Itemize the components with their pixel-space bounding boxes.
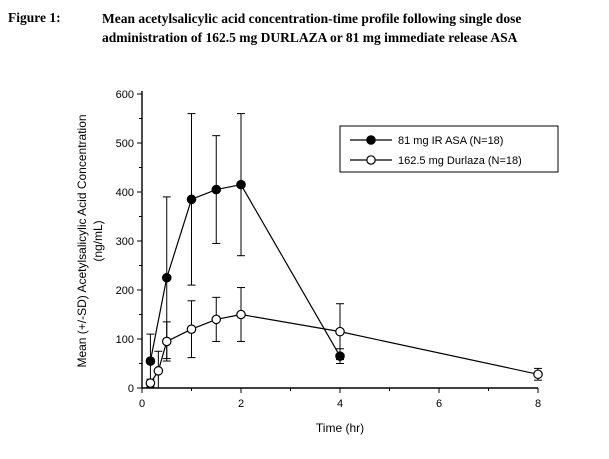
x-axis-title: Time (hr) bbox=[316, 421, 364, 435]
filled-circle-marker bbox=[145, 356, 156, 366]
y-tick-label: 300 bbox=[116, 236, 134, 248]
open-circle-marker bbox=[161, 336, 172, 347]
x-tick-label: 8 bbox=[535, 398, 541, 410]
figure-header: Figure 1: Mean acetylsalicylic acid conc… bbox=[0, 0, 609, 48]
figure-page: Figure 1: Mean acetylsalicylic acid conc… bbox=[0, 0, 609, 435]
open-circle-marker bbox=[186, 324, 197, 334]
series-ir-asa bbox=[145, 112, 345, 389]
y-tick-label: 600 bbox=[116, 89, 134, 101]
axis-tick-labels: 0 100 200 300 400 500 600 0 2 4 6 8 bbox=[116, 89, 541, 410]
axis-ticks bbox=[137, 93, 539, 393]
open-circle-marker bbox=[335, 326, 345, 337]
figure-title-line2: administration of 162.5 mg DURLAZA or 81… bbox=[102, 29, 518, 45]
concentration-time-chart: 0 100 200 300 400 500 600 0 2 4 6 8 Time (hr) Mean (+… bbox=[75, 89, 559, 435]
open-circle-marker bbox=[211, 314, 222, 324]
y-axis-title-line1: Mean (+/-SD) Acetylsalicylic Acid Concen… bbox=[75, 114, 89, 367]
open-circle-marker bbox=[533, 369, 543, 379]
open-circle-marker bbox=[236, 309, 246, 320]
legend-label: 162.5 mg Durlaza (N=18) bbox=[398, 155, 522, 167]
legend-box bbox=[339, 125, 559, 173]
legend-label: 81 mg IR ASA (N=18) bbox=[398, 135, 503, 147]
figure-label: Figure 1: bbox=[8, 10, 61, 25]
x-tick-label: 4 bbox=[337, 398, 343, 410]
y-tick-label: 0 bbox=[128, 383, 134, 395]
y-axis-title-line2: (ng/mL) bbox=[91, 220, 105, 261]
x-tick-label: 6 bbox=[436, 398, 442, 410]
series-line bbox=[149, 183, 341, 361]
y-tick-label: 200 bbox=[116, 285, 134, 297]
legend-filled-circle-icon bbox=[366, 134, 376, 145]
figure-title-line1: Mean acetylsalicylic acid concentration-… bbox=[102, 11, 522, 26]
x-tick-label: 0 bbox=[139, 398, 145, 410]
filled-circle-marker bbox=[236, 179, 246, 190]
series-durlaza bbox=[145, 286, 543, 389]
filled-circle-marker bbox=[161, 272, 172, 283]
legend-open-circle-icon bbox=[366, 154, 376, 165]
filled-circle-marker bbox=[186, 194, 197, 204]
legend: 81 mg IR ASA (N=18) 162.5 mg Durlaza (N=1… bbox=[339, 125, 559, 173]
y-tick-label: 100 bbox=[116, 334, 134, 346]
y-tick-label: 500 bbox=[116, 138, 134, 150]
x-tick-label: 2 bbox=[238, 398, 244, 410]
open-circle-marker bbox=[153, 365, 164, 376]
filled-circle-marker bbox=[211, 184, 222, 195]
y-tick-label: 400 bbox=[116, 187, 134, 199]
series-line bbox=[149, 313, 539, 384]
figure-title: Mean acetylsalicylic acid concentration-… bbox=[102, 10, 521, 48]
open-circle-marker bbox=[145, 378, 156, 388]
